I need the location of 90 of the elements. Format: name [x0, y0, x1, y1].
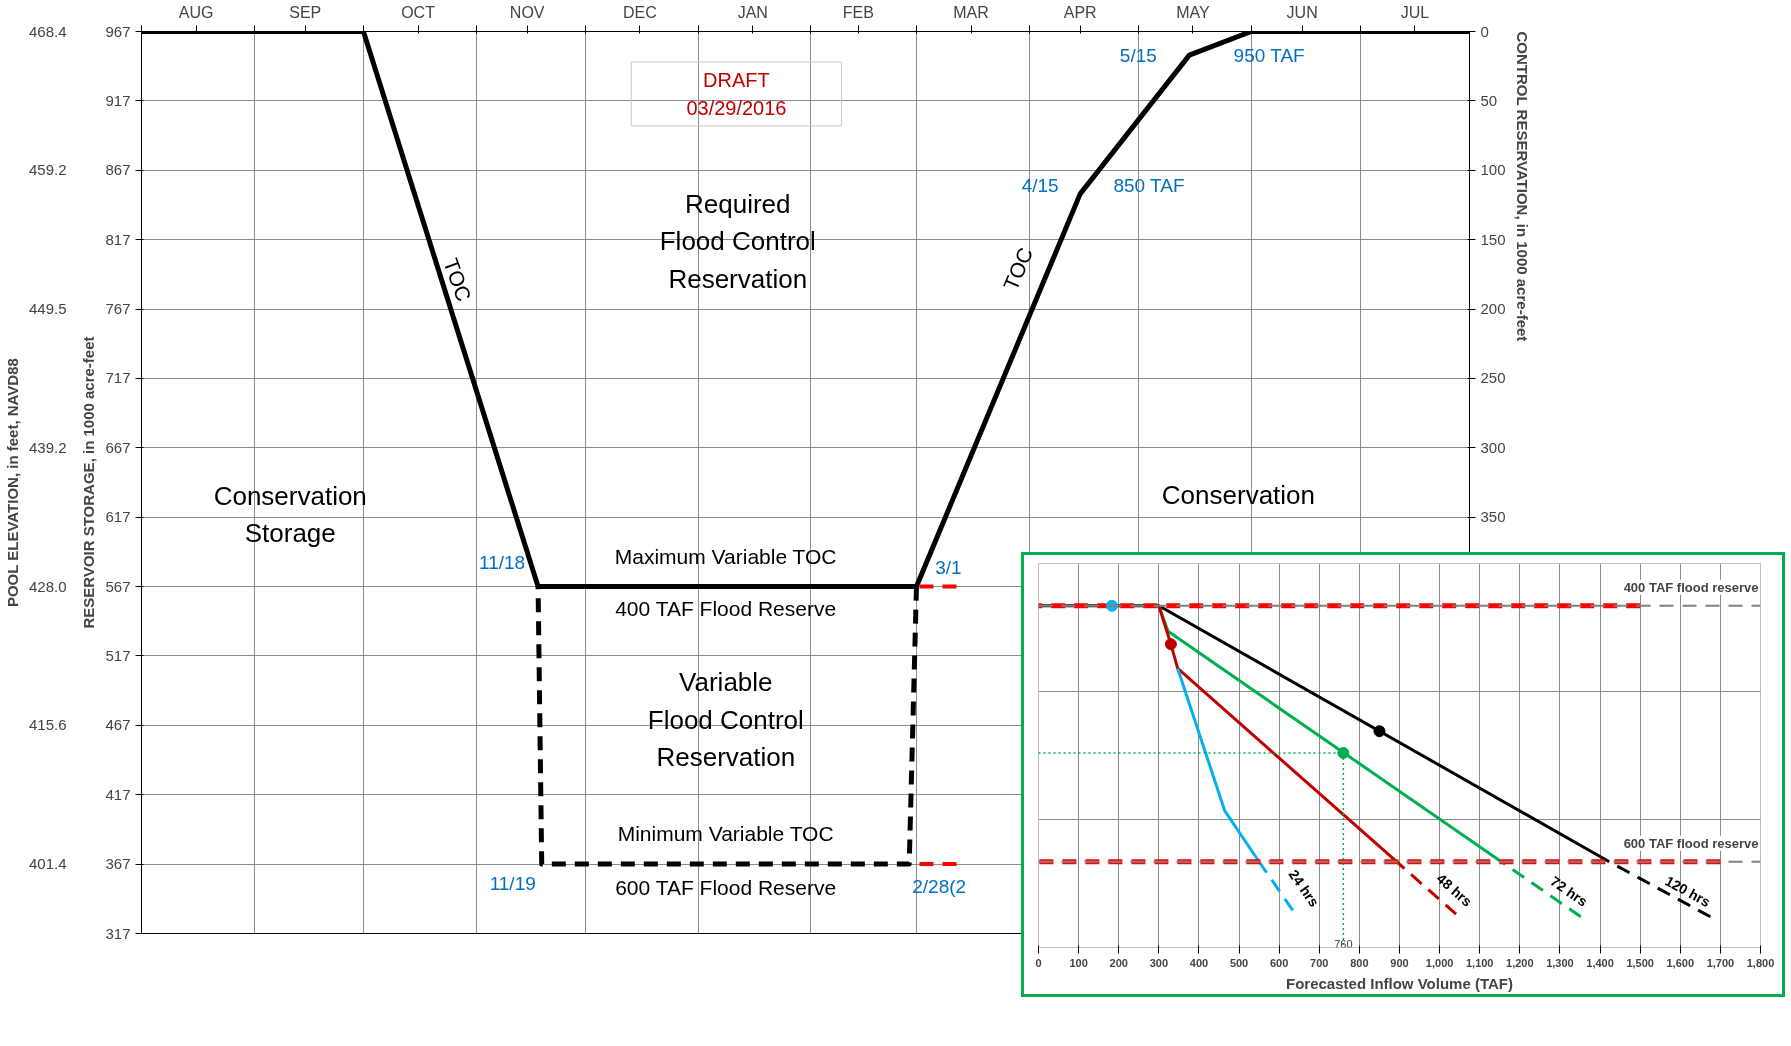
annotation: TOC	[998, 244, 1038, 294]
y-tick-label: 317	[105, 924, 131, 942]
y-tick-label: 767	[105, 300, 131, 318]
text: 48 hrs	[1433, 870, 1476, 910]
x-tick-label: APR	[1063, 3, 1097, 21]
x-tick-label: FEB	[842, 3, 874, 21]
annotation: 950 TAF	[1233, 44, 1305, 66]
annotation: 11/18	[479, 552, 526, 574]
x-tick-label: JAN	[737, 3, 768, 21]
x-tick-label: 1,700	[1706, 956, 1735, 969]
x-tick-label: 100	[1069, 956, 1088, 969]
x-tick-label: 600	[1269, 956, 1289, 969]
y-tick-label: 467	[105, 716, 131, 734]
y2-axis-title: CONTROL RESERVATION, in 1000 acre-feet	[1513, 31, 1531, 342]
text: 428.0	[28, 577, 67, 595]
x-tick-label: SEP	[289, 3, 322, 21]
y-tick-label: 367	[105, 855, 131, 873]
annotation: Maximum Variable TOC	[614, 544, 837, 568]
x-tick-label: 400	[1189, 956, 1209, 969]
y2-tick-label: 350	[1480, 508, 1506, 526]
annotation: 760	[1334, 937, 1353, 950]
text: 439.2	[28, 438, 67, 456]
x-tick-label: 1,100	[1465, 956, 1494, 969]
annotation: 11/19	[489, 872, 536, 894]
annotation: 2/28(2	[912, 875, 967, 897]
x-tick-label: 300	[1149, 956, 1169, 969]
y2-tick-label: 0	[1480, 22, 1489, 40]
x-tick-label: 1,500	[1626, 956, 1654, 969]
annotation: 4/15	[1021, 175, 1059, 197]
x-tick-label: MAR	[953, 3, 989, 21]
x-tick-label: 1,000	[1425, 956, 1454, 969]
ref-line-label: 400 TAF flood reserve	[1623, 579, 1759, 595]
y-tick-label: 917	[105, 91, 131, 109]
annotation: 400 TAF Flood Reserve	[615, 597, 837, 621]
x-tick-label: NOV	[509, 3, 545, 21]
x-tick-label: MAY	[1176, 3, 1211, 21]
annotation: Conservation	[1161, 479, 1316, 510]
x-tick-label: 900	[1390, 956, 1409, 969]
x-tick-label: 1,800	[1746, 956, 1775, 969]
x-tick-label: JUL	[1400, 3, 1430, 21]
x-tick-label: 1,300	[1546, 956, 1574, 969]
ref-line-label: 600 TAF flood reserve	[1623, 835, 1759, 851]
y2-tick-label: 300	[1480, 438, 1506, 456]
x-tick-label: 800	[1350, 956, 1369, 969]
text: 72 hrs	[1547, 872, 1591, 910]
y-tick-label: 817	[105, 230, 131, 248]
y-tick-label: 417	[105, 785, 131, 803]
y2-tick-label: 150	[1480, 230, 1506, 248]
x-tick-label: 1,600	[1666, 956, 1695, 969]
y-tick-label: 717	[105, 369, 131, 387]
text: 459.2	[28, 161, 67, 179]
annotation: 5/15	[1119, 44, 1157, 66]
x-tick-label: 1,200	[1506, 956, 1534, 969]
y-tick-label: 967	[105, 22, 131, 40]
x-tick-label: 200	[1109, 956, 1128, 969]
text: 449.5	[28, 300, 67, 318]
text: 24 hrs	[1285, 866, 1323, 910]
x-axis-title: Forecasted Inflow Volume (TAF)	[1286, 974, 1513, 992]
x-tick-label: OCT	[401, 3, 436, 21]
annotation: 3/1	[935, 557, 962, 579]
y-tick-label: 617	[105, 508, 131, 526]
annotation: DRAFT 03/29/2016	[686, 69, 787, 119]
y-axis-title: RESERVOIR STORAGE, in 1000 acre-feet	[80, 336, 98, 629]
annotation: TOC	[439, 255, 476, 305]
x-tick-label: JUN	[1286, 3, 1318, 21]
x-tick-label: 0	[1035, 956, 1042, 969]
x-tick-label: AUG	[178, 3, 214, 21]
annotation: Minimum Variable TOC	[617, 822, 834, 846]
y2-tick-label: 200	[1480, 300, 1506, 318]
y-tick-label: 517	[105, 646, 131, 664]
x-tick-label: 1,400	[1586, 956, 1614, 969]
annotation: Conservation Storage	[213, 480, 367, 549]
annotation: Required Flood Control Reservation	[659, 188, 816, 294]
text: 401.4	[28, 855, 67, 873]
text: 468.4	[28, 22, 67, 40]
x-tick-label: 500	[1229, 956, 1249, 969]
y-tick-label: 567	[105, 577, 131, 595]
x-tick-label: 700	[1310, 956, 1329, 969]
y-tick-label: 667	[105, 438, 131, 456]
annotation: 850 TAF	[1113, 175, 1185, 197]
y-tick-label: 867	[105, 161, 131, 179]
y2-tick-label: 100	[1480, 161, 1506, 179]
y2-tick-label: 250	[1480, 369, 1506, 387]
text: 415.6	[28, 716, 67, 734]
y3-axis-title: POOL ELEVATION, in feet, NAVD88	[3, 358, 21, 608]
annotation: Variable Flood Control Reservation	[647, 667, 804, 773]
annotation: 600 TAF Flood Reserve	[615, 876, 837, 900]
text: 120 hrs	[1662, 872, 1714, 911]
x-tick-label: DEC	[623, 3, 657, 21]
y2-tick-label: 50	[1480, 91, 1498, 109]
